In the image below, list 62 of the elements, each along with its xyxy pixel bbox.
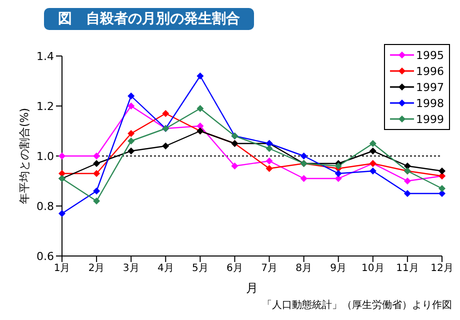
point [93,160,100,167]
point [196,105,204,112]
point [266,158,273,164]
point [369,140,376,147]
legend-label: 1995 [416,48,444,62]
point [162,142,170,150]
y-tick-label: 0.8 [36,200,54,213]
y-axis-title: 年平均との割合(%) [18,108,31,204]
point [231,162,238,170]
point [438,168,446,174]
x-tick-label: 8月 [296,263,312,274]
point [162,110,170,117]
y-tick-label: 1.4 [36,50,54,63]
point [266,145,273,152]
x-tick-label: 7月 [261,263,278,274]
x-tick-label: 1月 [54,263,70,274]
point [334,170,342,177]
x-tick-label: 4月 [157,263,174,274]
x-tick-label: 12月 [430,263,454,274]
y-tick-label: 1.0 [36,150,54,163]
point [58,152,66,160]
chart-title: 図 自殺者の月別の発生割合 [44,8,254,30]
legend-label: 1997 [416,80,444,94]
point [196,72,204,80]
point [300,175,308,182]
point [93,198,100,204]
x-tick-label: 11月 [396,263,419,274]
legend-label: 1999 [416,112,444,126]
point [196,122,204,130]
point [58,210,66,217]
point [93,152,100,160]
legend-label: 1998 [416,96,444,110]
x-tick-label: 2月 [88,263,105,274]
point [266,165,273,172]
text: 「人口動態統計」（厚生労働省）より作図 [262,298,452,312]
y-tick-label: 1.2 [36,100,54,113]
x-tick-label: 3月 [122,263,140,274]
point [438,190,446,197]
point [438,185,446,192]
point [404,162,411,170]
x-tick-label: 10月 [362,263,384,274]
x-tick-label: 5月 [192,263,208,274]
point [93,188,100,194]
point [128,92,135,100]
point [93,170,100,177]
point [58,170,66,177]
point [404,190,411,197]
point [369,148,376,154]
point [128,130,135,137]
x-tick-label: 6月 [226,263,243,274]
point [300,152,308,160]
x-axis-title: 月 [246,281,258,295]
point [128,138,135,144]
point [369,168,376,174]
legend-label: 1996 [416,64,444,78]
point [128,148,135,154]
y-tick-label: 0.6 [36,250,54,263]
point [128,102,135,110]
point [334,175,342,182]
point [334,162,342,170]
x-tick-label: 9月 [330,263,347,274]
point [404,178,411,184]
